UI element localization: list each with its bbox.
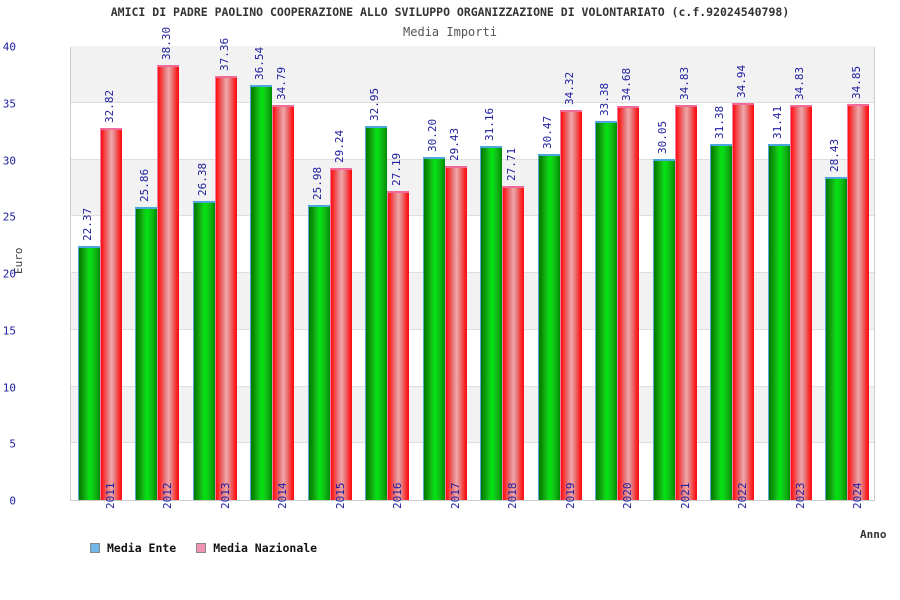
bar-media-ente[interactable] — [595, 121, 618, 500]
bar-media-ente[interactable] — [192, 200, 215, 500]
gridline — [71, 158, 874, 160]
x-tick-label: 2018 — [506, 482, 520, 510]
y-tick-label: 35 — [2, 97, 16, 111]
bar-value-label: 26.38 — [195, 162, 209, 196]
bar-value-label: 31.16 — [483, 108, 497, 142]
bar-media-nazionale[interactable] — [157, 65, 180, 500]
bar-value-label: 37.36 — [217, 37, 231, 71]
bar-media-ente[interactable] — [710, 143, 733, 500]
x-tick-label: 2015 — [333, 482, 347, 510]
y-tick-label: 40 — [2, 40, 16, 54]
x-tick-label: 2019 — [563, 482, 577, 510]
bar-media-nazionale[interactable] — [559, 110, 582, 500]
bar-media-nazionale[interactable] — [329, 168, 352, 500]
x-tick-label: 2021 — [678, 482, 692, 510]
gridline — [71, 272, 874, 273]
bar-media-ente[interactable] — [250, 85, 273, 500]
bar-value-label: 34.32 — [562, 72, 576, 106]
bar-value-label: 34.68 — [620, 68, 634, 102]
chart-legend: Media Ente Media Nazionale — [90, 541, 337, 555]
bar-value-label: 25.86 — [138, 168, 152, 202]
x-tick-label: 2012 — [161, 482, 175, 510]
y-tick-label: 0 — [9, 494, 16, 508]
bar-value-label: 30.20 — [425, 119, 439, 153]
bar-value-label: 31.41 — [770, 105, 784, 139]
chart-subtitle: Media Importi — [403, 25, 497, 39]
bar-media-ente[interactable] — [480, 146, 503, 500]
bar-value-label: 22.37 — [80, 207, 94, 242]
bar-media-ente[interactable] — [825, 177, 848, 500]
legend-swatch-icon — [90, 543, 100, 553]
x-tick-label: 2017 — [448, 482, 462, 510]
y-tick-label: 10 — [2, 381, 16, 394]
bar-media-ente[interactable] — [537, 154, 560, 500]
bar-media-nazionale[interactable] — [502, 185, 525, 500]
bar-value-label: 33.38 — [598, 83, 612, 117]
bar-value-label: 34.83 — [677, 66, 691, 100]
bar-value-label: 27.19 — [390, 153, 404, 187]
bar-media-nazionale[interactable] — [789, 104, 812, 500]
gridline — [71, 215, 874, 217]
x-axis-title: Anno — [860, 528, 887, 541]
gridline — [71, 328, 874, 330]
bar-value-label: 27.71 — [505, 147, 519, 181]
bar-value-label: 30.47 — [540, 116, 554, 150]
gridline — [71, 442, 874, 444]
bar-media-ente[interactable] — [422, 157, 445, 500]
x-tick-label: 2023 — [793, 482, 807, 510]
bar-media-nazionale[interactable] — [617, 106, 640, 500]
bar-value-label: 34.83 — [792, 66, 806, 100]
bar-value-label: 30.05 — [655, 120, 669, 154]
x-tick-label: 2024 — [851, 482, 865, 510]
bar-media-ente[interactable] — [307, 205, 330, 500]
bar-media-nazionale[interactable] — [99, 127, 122, 500]
bar-value-label: 32.95 — [368, 87, 382, 122]
x-tick-label: 2016 — [391, 482, 405, 510]
bar-media-ente[interactable] — [365, 126, 388, 500]
x-tick-label: 2020 — [621, 482, 635, 510]
x-tick-label: 2022 — [736, 482, 750, 510]
bar-media-nazionale[interactable] — [444, 165, 467, 500]
legend-swatch-icon — [196, 543, 207, 553]
bar-media-ente[interactable] — [767, 143, 790, 500]
bar-media-nazionale[interactable] — [847, 104, 870, 500]
bar-media-nazionale[interactable] — [272, 105, 295, 500]
gridline — [71, 101, 874, 103]
legend-item-media-nazionale[interactable]: Media Nazionale — [196, 541, 317, 555]
bar-media-nazionale[interactable] — [732, 103, 755, 500]
bar-media-ente[interactable] — [135, 206, 158, 500]
bar-media-ente[interactable] — [652, 158, 675, 500]
legend-label: Media Nazionale — [213, 541, 318, 555]
bar-value-label: 29.24 — [332, 130, 346, 164]
bar-value-label: 25.98 — [310, 167, 324, 201]
x-tick-label: 2013 — [218, 482, 232, 510]
bar-media-nazionale[interactable] — [214, 75, 237, 500]
bar-value-label: 34.79 — [275, 67, 289, 101]
background-band — [71, 46, 874, 103]
y-tick-label: 15 — [2, 324, 16, 338]
y-tick-label: 25 — [2, 210, 16, 224]
bar-value-label: 34.85 — [850, 66, 864, 100]
bar-media-nazionale[interactable] — [674, 104, 697, 500]
bar-media-nazionale[interactable] — [387, 191, 410, 500]
bar-value-label: 28.43 — [828, 139, 842, 173]
y-tick-label: 20 — [2, 267, 16, 281]
bar-value-label: 34.94 — [735, 65, 749, 99]
y-tick-label: 30 — [2, 154, 16, 167]
plot-area: 22.37 32.82 25.86 38.30 26.38 37.36 36.54 34.79… — [70, 27, 875, 501]
bar-value-label: 36.54 — [253, 47, 267, 81]
legend-item-media-ente[interactable]: Media Ente — [90, 541, 176, 555]
legend-label: Media Ente — [107, 541, 177, 555]
bar-value-label: 38.30 — [160, 27, 174, 61]
bar-media-ente[interactable] — [77, 246, 100, 500]
x-tick-label: 2011 — [103, 482, 117, 510]
gridline — [71, 385, 874, 387]
bar-value-label: 32.82 — [102, 89, 116, 123]
bar-value-label: 29.43 — [447, 127, 461, 161]
bar-value-label: 31.38 — [713, 105, 727, 139]
y-tick-label: 5 — [9, 437, 16, 451]
x-tick-label: 2014 — [276, 482, 290, 510]
chart-title: AMICI DI PADRE PAOLINO COOPERAZIONE ALLO… — [110, 5, 790, 19]
